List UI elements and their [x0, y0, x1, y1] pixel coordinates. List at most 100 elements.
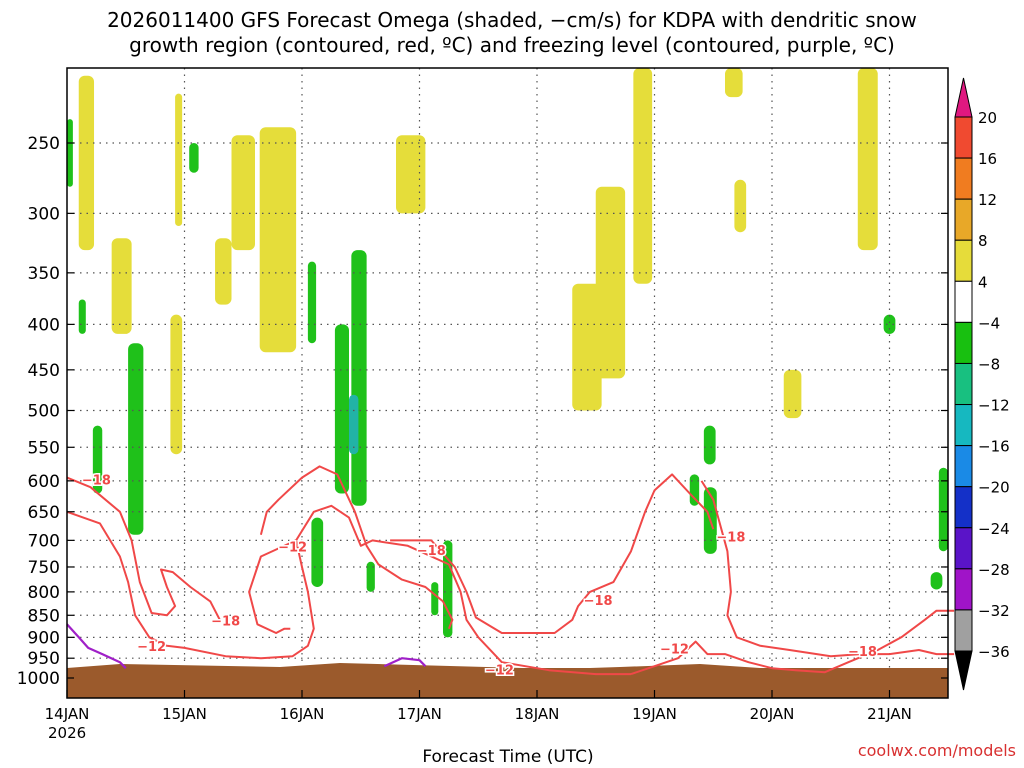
y-tick-label: 750 [28, 558, 60, 578]
contour-layer: −18 −12 −18 −12 −18 −12 −18 −18 −12 −18 [66, 465, 955, 680]
colorbar-bottom-arrow [954, 650, 973, 691]
colorbar-label: −20 [978, 479, 1010, 497]
y-tick-label: 850 [28, 606, 60, 626]
y-tick-label: 500 [28, 402, 60, 422]
contour-label: −18 [584, 594, 613, 609]
omega-positive-region [78, 75, 95, 251]
colorbar-segment [954, 609, 973, 652]
omega-positive-region [215, 238, 232, 305]
dendritic-growth-contour [259, 465, 454, 630]
omega-negative-region [307, 261, 317, 344]
omega-positive-region [633, 68, 653, 284]
colorbar-label: 16 [978, 150, 997, 168]
omega-negative-region [938, 467, 948, 552]
x-tick-label: 20JAN [750, 705, 795, 723]
contour-label: −18 [716, 530, 745, 545]
y-tick-label: 450 [28, 361, 60, 381]
x-tick-label: 19JAN [632, 705, 677, 723]
omega-negative-region [128, 343, 144, 535]
omega-positive-region [725, 68, 743, 98]
y-tick-label: 900 [28, 628, 60, 648]
colorbar-segment [954, 116, 973, 159]
omega-negative-region [189, 143, 199, 173]
contour-label: −12 [485, 663, 514, 678]
grid-layer [67, 68, 948, 698]
dendritic-growth-contour [700, 480, 955, 658]
y-tick-label: 950 [28, 649, 60, 669]
omega-positive-region [111, 238, 132, 334]
colorbar-segment [954, 486, 973, 529]
omega-negative-region [883, 314, 896, 334]
y-tick-label: 250 [28, 134, 60, 154]
colorbar: 20 16 12 8 4 −4 −8 −12 −16 −20 −24 −28 −32 −36 [954, 77, 1010, 691]
contour-label: −18 [82, 474, 111, 489]
y-tick-label: 800 [28, 583, 60, 603]
omega-positive-region [595, 186, 626, 379]
contour-label: −12 [137, 640, 166, 655]
dendritic-growth-contour [66, 510, 315, 660]
colorbar-label: −28 [978, 561, 1010, 579]
omega-positive-region [231, 135, 255, 251]
colorbar-segment [954, 404, 973, 447]
credit-text: coolwx.com/models [858, 741, 1016, 760]
omega-positive-region [783, 369, 802, 419]
axes-layer [66, 67, 949, 699]
x-tick-label: 15JAN [162, 705, 207, 723]
colorbar-top-arrow [954, 77, 973, 118]
colorbar-label: −36 [978, 643, 1010, 661]
ground-layer [67, 663, 948, 698]
contour-label: −18 [417, 544, 446, 559]
colorbar-segment [954, 321, 973, 364]
colorbar-segment [954, 239, 973, 282]
y-tick-label: 700 [28, 531, 60, 551]
y-tick-label: 550 [28, 438, 60, 458]
colorbar-segment [954, 198, 973, 241]
omega-positive-region [734, 179, 747, 233]
chart-title-line-2: growth region (contoured, red, ºC) and f… [129, 33, 895, 57]
plot-frame [66, 67, 949, 699]
x-axis-label: Forecast Time (UTC) [422, 747, 593, 767]
dendritic-growth-contour [630, 609, 955, 676]
freezing-level-contour [66, 623, 127, 669]
y-tick-label: 350 [28, 264, 60, 284]
colorbar-label: −32 [978, 602, 1010, 620]
colorbar-segment [954, 362, 973, 406]
omega-positive-region [396, 135, 426, 214]
contour-label: −12 [278, 540, 307, 555]
y-tick-label: 400 [28, 315, 60, 335]
colorbar-label: 20 [978, 109, 997, 127]
chart-title-line-1: 2026011400 GFS Forecast Omega (shaded, −… [107, 8, 917, 32]
omega-negative-region [689, 474, 700, 506]
colorbar-label: −4 [978, 314, 1000, 332]
colorbar-segment [954, 445, 973, 488]
colorbar-label: 8 [978, 232, 988, 250]
omega-negative-region [930, 572, 943, 590]
colorbar-label: 4 [978, 273, 988, 291]
omega-negative-region [67, 119, 73, 187]
omega-negative-region [351, 250, 367, 506]
x-tick-label: 14JAN [45, 705, 90, 723]
omega-negative-region [431, 582, 439, 616]
omega-positive-region [170, 314, 183, 455]
y-tick-label: 600 [28, 472, 60, 492]
x-axis-ticks: 14JAN 15JAN 16JAN 17JAN 18JAN 19JAN 20JAN 21JAN [45, 690, 912, 723]
omega-positive-region [259, 127, 297, 353]
omega-negative-region [366, 561, 375, 592]
y-tick-label: 1000 [17, 669, 60, 689]
colorbar-segment [954, 280, 973, 323]
omega-shading-layer [67, 68, 948, 638]
omega-negative-region [703, 425, 716, 465]
x-tick-label: 18JAN [515, 705, 560, 723]
dendritic-growth-contour [390, 473, 715, 634]
omega-strong-negative-region [349, 394, 359, 455]
omega-positive-region [175, 93, 183, 227]
omega-negative-region [92, 425, 103, 494]
y-tick-label: 650 [28, 503, 60, 523]
x-year-label: 2026 [48, 724, 86, 742]
y-tick-label: 300 [28, 204, 60, 224]
freezing-level-contour [383, 657, 427, 668]
x-tick-label: 17JAN [397, 705, 442, 723]
dendritic-growth-contour [66, 476, 221, 621]
colorbar-segment [954, 527, 973, 570]
